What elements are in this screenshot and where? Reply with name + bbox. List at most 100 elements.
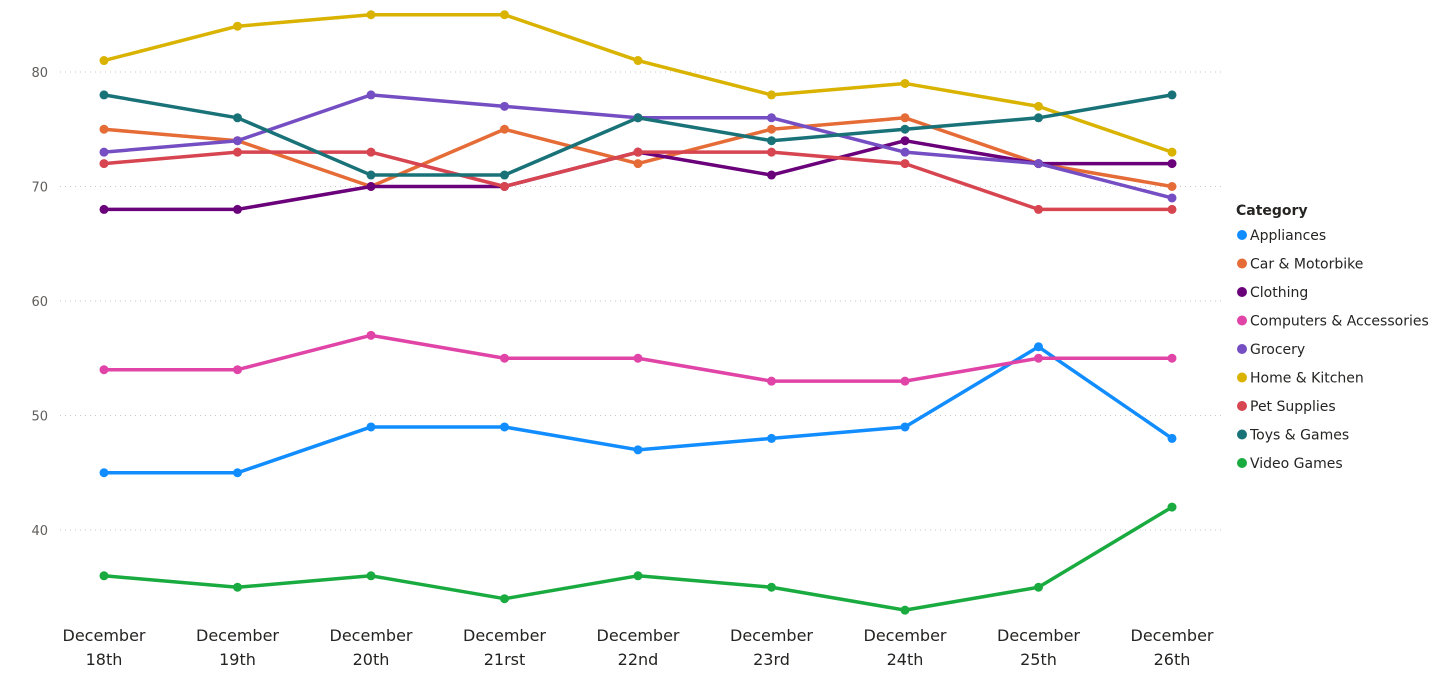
data-point[interactable] xyxy=(767,124,776,134)
data-point[interactable] xyxy=(1034,159,1043,169)
data-point[interactable] xyxy=(1034,353,1043,363)
data-point[interactable] xyxy=(99,468,109,478)
data-point[interactable] xyxy=(500,170,509,180)
series-toys-games xyxy=(99,90,1177,180)
data-point[interactable] xyxy=(500,353,509,363)
legend-label: Computers & Accessories xyxy=(1250,314,1429,330)
data-point[interactable] xyxy=(900,159,910,169)
data-point[interactable] xyxy=(233,136,242,146)
data-point[interactable] xyxy=(500,422,509,432)
data-point[interactable] xyxy=(99,90,109,100)
data-point[interactable] xyxy=(233,582,242,592)
data-point[interactable] xyxy=(500,10,509,20)
data-point[interactable] xyxy=(99,124,109,134)
data-point[interactable] xyxy=(767,582,776,592)
x-tick-label: December 25th xyxy=(997,626,1080,669)
legend-item[interactable]: Grocery xyxy=(1237,342,1305,358)
legend-marker xyxy=(1237,401,1247,411)
data-point[interactable] xyxy=(900,605,910,615)
data-point[interactable] xyxy=(767,136,776,146)
data-point[interactable] xyxy=(767,113,776,123)
data-point[interactable] xyxy=(366,170,376,180)
data-point[interactable] xyxy=(633,159,643,169)
data-point[interactable] xyxy=(1034,204,1043,214)
legend-label: Clothing xyxy=(1250,285,1308,301)
data-point[interactable] xyxy=(767,90,776,100)
data-point[interactable] xyxy=(633,147,643,157)
legend-item[interactable]: Computers & Accessories xyxy=(1237,314,1429,330)
data-point[interactable] xyxy=(500,182,509,191)
legend-marker xyxy=(1237,230,1247,240)
data-point[interactable] xyxy=(1167,159,1177,169)
y-tick-label: 40 xyxy=(31,524,48,539)
data-point[interactable] xyxy=(1167,182,1177,191)
data-point[interactable] xyxy=(900,78,910,88)
data-point[interactable] xyxy=(767,170,776,180)
data-point[interactable] xyxy=(900,136,910,146)
legend-item[interactable]: Appliances xyxy=(1237,228,1326,244)
data-point[interactable] xyxy=(99,56,109,66)
data-point[interactable] xyxy=(1034,101,1043,111)
legend-marker xyxy=(1237,258,1247,269)
data-point[interactable] xyxy=(233,204,242,214)
data-point[interactable] xyxy=(633,113,643,123)
data-point[interactable] xyxy=(633,445,643,455)
data-point[interactable] xyxy=(633,56,643,66)
data-point[interactable] xyxy=(900,376,910,386)
series-appliances xyxy=(99,342,1177,478)
data-point[interactable] xyxy=(366,90,376,100)
data-point[interactable] xyxy=(233,365,242,375)
data-point[interactable] xyxy=(1034,342,1043,352)
data-point[interactable] xyxy=(767,376,776,386)
legend-item[interactable]: Car & Motorbike xyxy=(1237,257,1363,273)
data-point[interactable] xyxy=(767,433,776,443)
data-point[interactable] xyxy=(366,422,376,432)
data-point[interactable] xyxy=(767,147,776,157)
data-point[interactable] xyxy=(1034,582,1043,592)
data-point[interactable] xyxy=(99,571,109,581)
data-point[interactable] xyxy=(99,365,109,375)
data-point[interactable] xyxy=(366,330,376,340)
data-point[interactable] xyxy=(233,468,242,478)
data-point[interactable] xyxy=(900,147,910,157)
data-point[interactable] xyxy=(1167,147,1177,157)
legend-item[interactable]: Pet Supplies xyxy=(1237,399,1336,415)
data-point[interactable] xyxy=(633,353,643,363)
data-point[interactable] xyxy=(366,182,376,191)
legend-marker xyxy=(1237,344,1247,354)
data-point[interactable] xyxy=(500,101,509,111)
data-point[interactable] xyxy=(1034,113,1043,123)
data-point[interactable] xyxy=(366,10,376,20)
legend-item[interactable]: Toys & Games xyxy=(1237,428,1349,444)
data-point[interactable] xyxy=(366,571,376,581)
data-point[interactable] xyxy=(233,147,242,157)
data-point[interactable] xyxy=(1167,433,1177,443)
x-tick-label: December 20th xyxy=(330,626,413,669)
legend-item[interactable]: Home & Kitchen xyxy=(1237,371,1364,387)
data-point[interactable] xyxy=(99,204,109,214)
data-point[interactable] xyxy=(1167,502,1177,512)
data-point[interactable] xyxy=(900,422,910,432)
data-point[interactable] xyxy=(1167,353,1177,363)
data-point[interactable] xyxy=(900,113,910,123)
data-point[interactable] xyxy=(233,21,242,31)
data-point[interactable] xyxy=(1167,193,1177,203)
data-point[interactable] xyxy=(900,124,910,134)
data-point[interactable] xyxy=(500,124,509,134)
data-point[interactable] xyxy=(1167,90,1177,100)
series-computers-accessories xyxy=(99,330,1177,386)
data-point[interactable] xyxy=(233,113,242,123)
data-point[interactable] xyxy=(1167,204,1177,214)
data-point[interactable] xyxy=(99,159,109,169)
legend-item[interactable]: Video Games xyxy=(1237,456,1343,472)
legend-marker xyxy=(1237,287,1247,297)
data-point[interactable] xyxy=(500,594,509,604)
legend-item[interactable]: Clothing xyxy=(1237,285,1308,301)
x-tick-label: December 23rd xyxy=(730,626,813,669)
legend-label: Home & Kitchen xyxy=(1250,371,1364,387)
data-point[interactable] xyxy=(366,147,376,157)
data-point[interactable] xyxy=(633,571,643,581)
data-point[interactable] xyxy=(99,147,109,157)
